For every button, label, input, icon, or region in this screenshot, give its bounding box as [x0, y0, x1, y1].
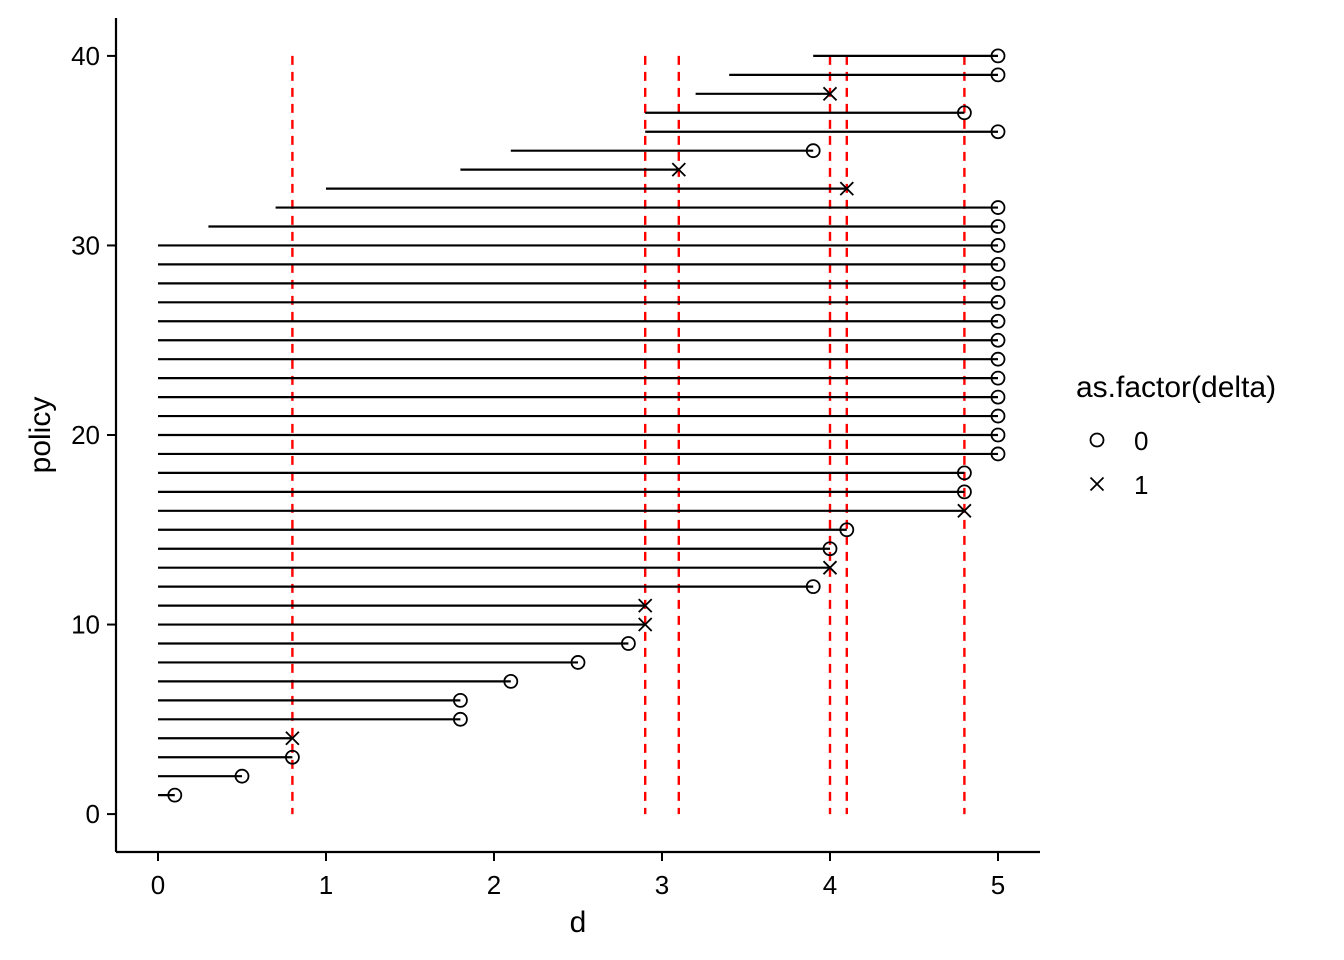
- y-tick-label: 0: [86, 799, 100, 829]
- event-circle-point: [990, 370, 1006, 386]
- x-axis-ticks: 0 1 2 3 4 5: [151, 852, 1005, 900]
- event-circle-point: [990, 294, 1006, 310]
- event-circle-point: [990, 351, 1006, 367]
- event-circle-point: [990, 275, 1006, 291]
- censor-cross-point: [822, 560, 838, 575]
- censor-cross-point: [285, 731, 300, 746]
- event-circle-point: [990, 124, 1006, 140]
- event-circle-point: [990, 446, 1006, 462]
- event-circle-point: [822, 541, 838, 557]
- event-circle-point: [957, 465, 972, 481]
- y-tick-label: 40: [71, 41, 100, 71]
- y-axis-label: policy: [24, 397, 57, 474]
- event-circle-point: [503, 674, 519, 689]
- event-circle-point: [805, 143, 821, 159]
- axes: 0 1 2 3 4 5 0 10 20 30 40: [71, 18, 1040, 900]
- x-tick-label: 3: [655, 870, 669, 900]
- legend-cross-key: [1089, 476, 1105, 492]
- censor-cross-point: [839, 181, 854, 196]
- event-circle-point: [990, 219, 1006, 234]
- censor-cross-point: [638, 617, 653, 632]
- event-circle-point: [839, 522, 855, 538]
- legend-entry-label: 0: [1134, 426, 1148, 456]
- legend: as.factor(delta) 01: [1076, 371, 1276, 500]
- y-tick-label: 20: [71, 420, 100, 450]
- event-circle-point: [957, 484, 972, 500]
- event-circle-point: [990, 67, 1006, 83]
- event-circle-point: [452, 692, 468, 708]
- event-circle-point: [990, 408, 1006, 424]
- x-tick-label: 4: [823, 870, 837, 900]
- legend-entry-label: 1: [1134, 470, 1148, 500]
- censor-cross-point: [638, 598, 653, 613]
- event-circle-point: [990, 48, 1006, 64]
- y-tick-label: 10: [71, 610, 100, 640]
- event-circle-point: [621, 636, 636, 651]
- x-tick-label: 1: [319, 870, 333, 900]
- x-tick-label: 0: [151, 870, 165, 900]
- event-circle-point: [957, 105, 972, 121]
- event-circle-point: [570, 655, 586, 670]
- event-circle-point: [452, 711, 468, 727]
- y-tick-label: 30: [71, 230, 100, 260]
- event-circle-point: [284, 749, 300, 765]
- x-axis-label: d: [570, 906, 587, 939]
- policy-segments: [158, 54, 998, 797]
- policy-end-points: [167, 48, 1006, 803]
- legend-circle-key: [1089, 432, 1105, 448]
- event-circle-point: [990, 389, 1006, 405]
- event-circle-point: [234, 768, 250, 784]
- legend-title: as.factor(delta): [1076, 371, 1276, 404]
- event-circle-point: [990, 332, 1006, 348]
- event-circle-point: [990, 313, 1006, 329]
- x-tick-label: 2: [487, 870, 501, 900]
- censor-cross-point: [671, 162, 686, 177]
- event-circle-point: [805, 579, 821, 595]
- event-circle-point: [990, 200, 1006, 215]
- event-circle-point: [990, 257, 1006, 272]
- censor-cross-point: [957, 503, 972, 518]
- x-tick-label: 5: [991, 870, 1005, 900]
- event-circle-point: [167, 787, 183, 803]
- event-circle-point: [990, 427, 1006, 443]
- y-axis-ticks: 0 10 20 30 40: [71, 41, 116, 829]
- censor-cross-point: [822, 86, 838, 101]
- legend-entries: 01: [1089, 426, 1148, 500]
- reference-lines: [291, 55, 966, 815]
- event-circle-point: [990, 238, 1006, 253]
